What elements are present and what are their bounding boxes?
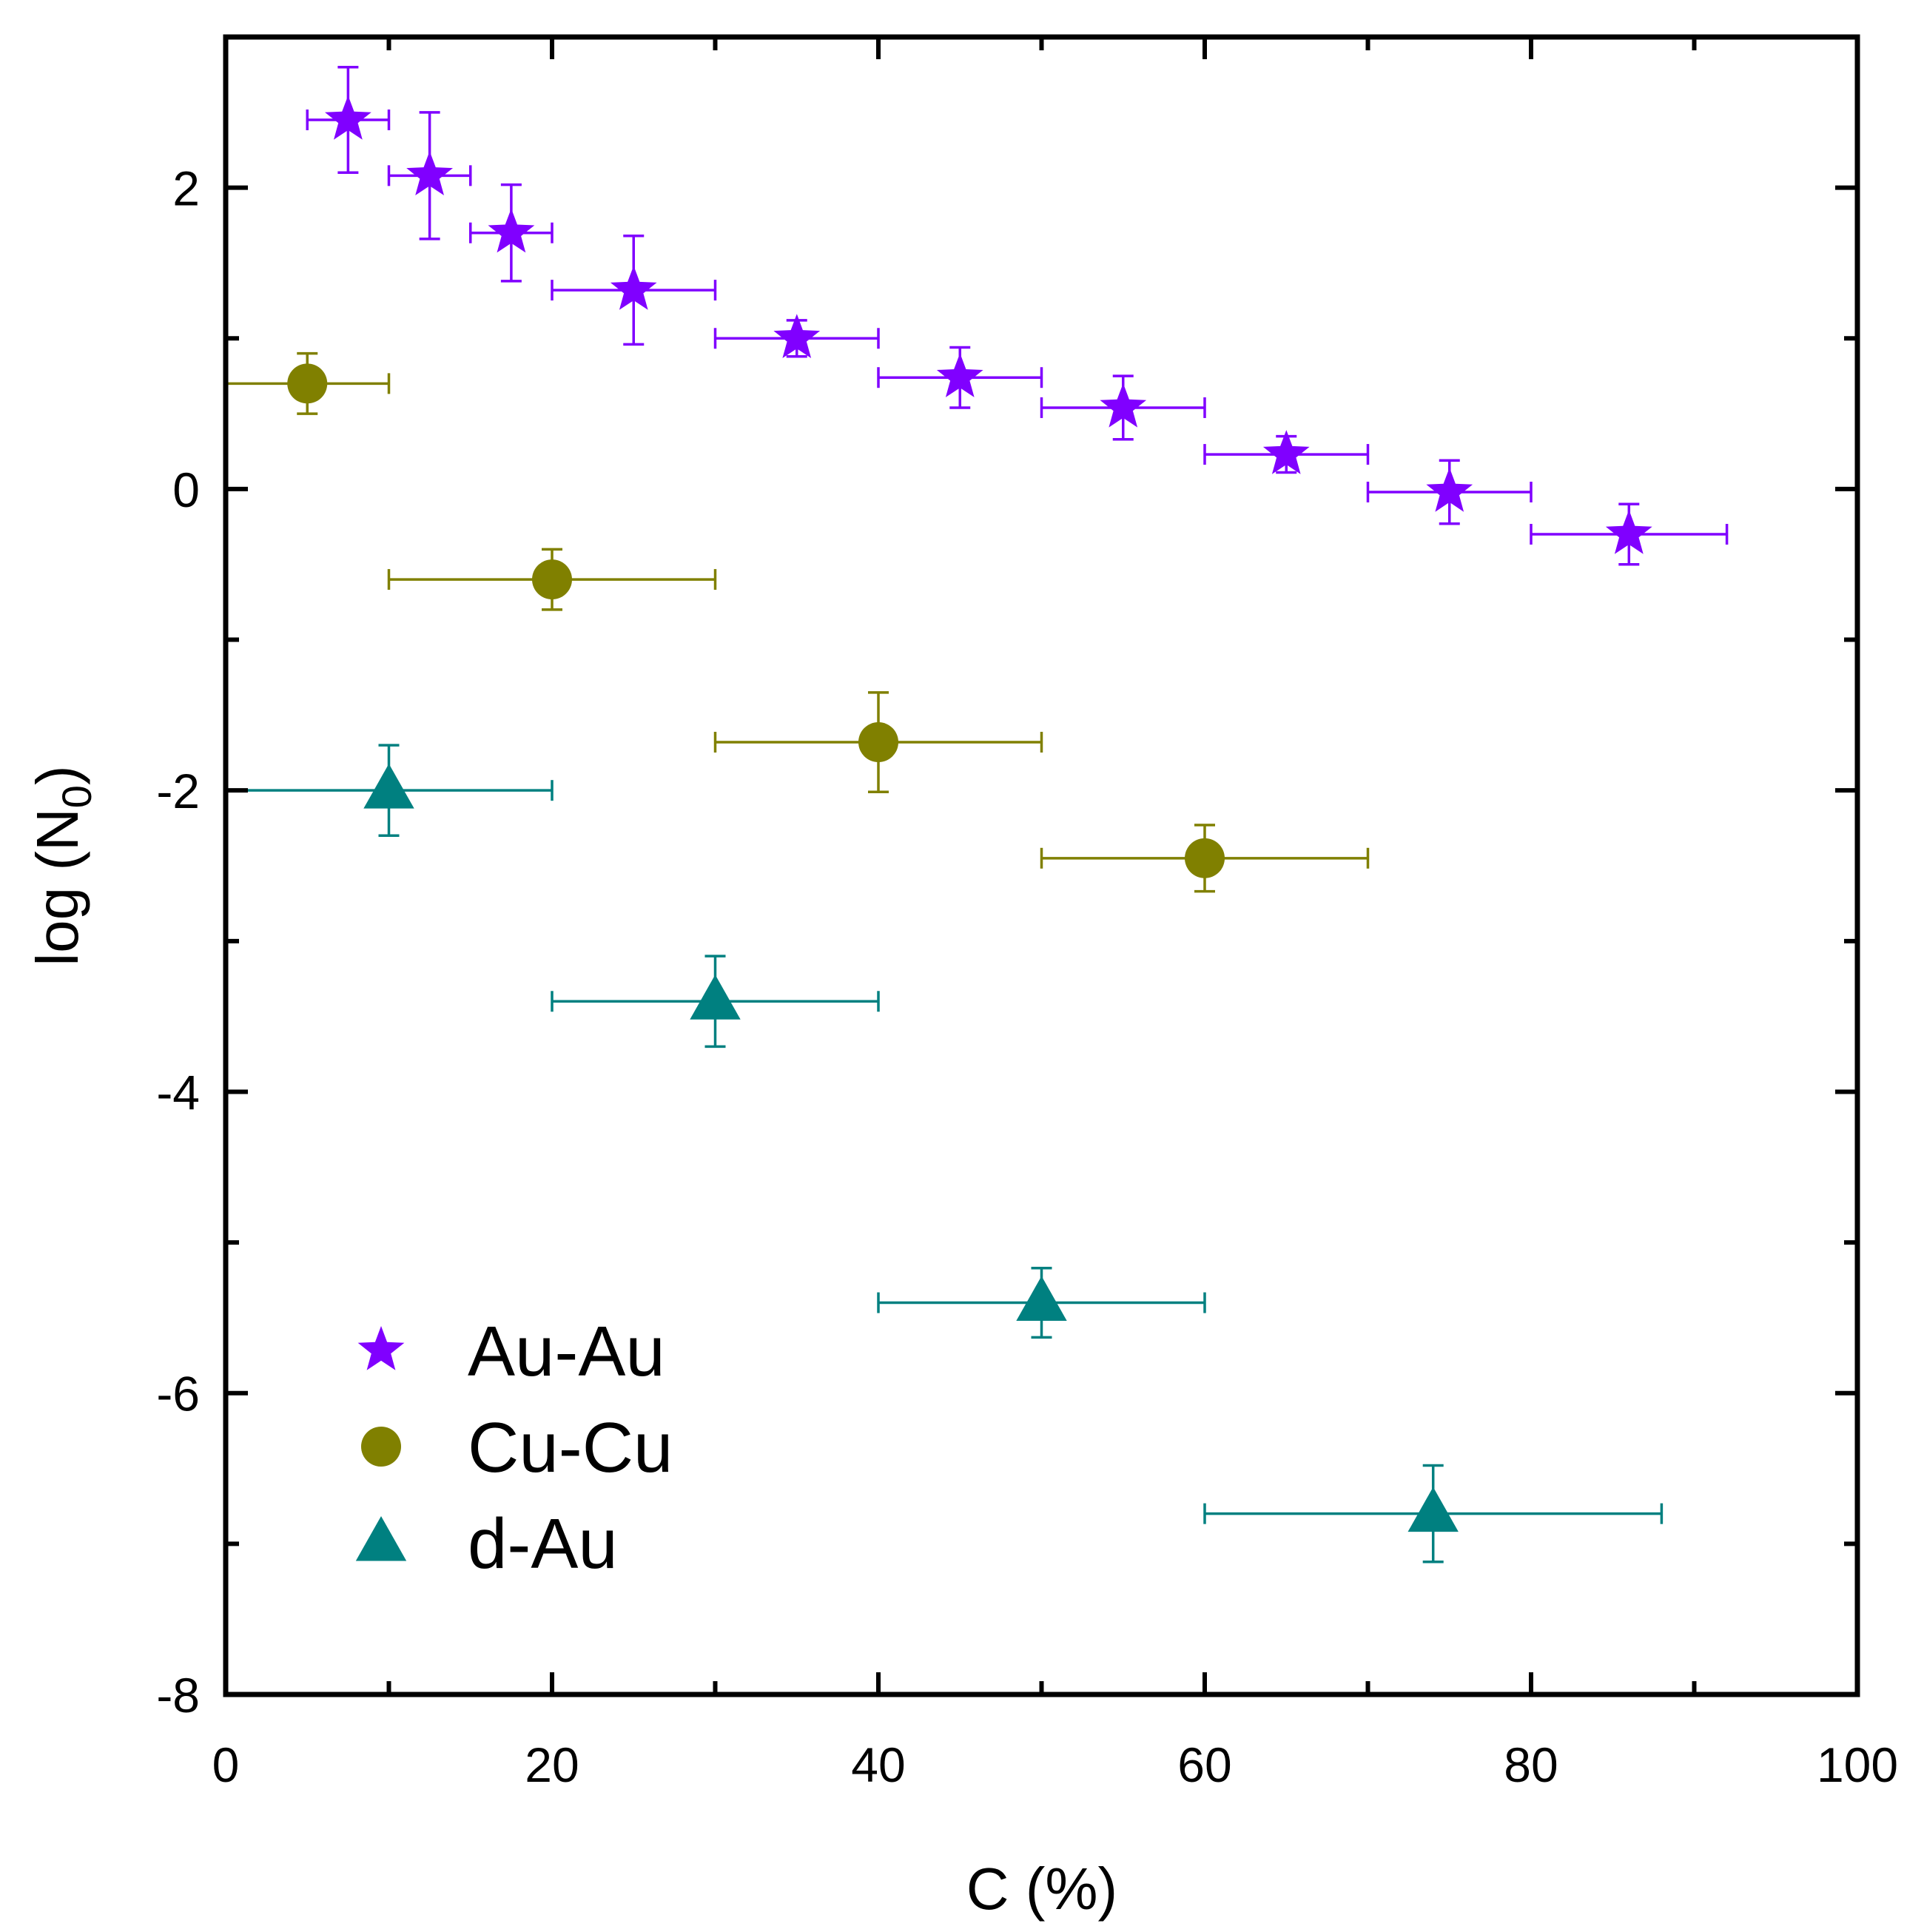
y-tick-label: -2 [156,764,200,818]
y-tick-label: -8 [156,1668,200,1723]
data-point-cu-cu [1185,838,1225,878]
plot-marks [224,65,1729,1564]
data-point-au-au [406,151,453,195]
data-point-d-au [363,764,414,809]
legend-label-au-au: Au-Au [468,1312,665,1391]
y-axis-title-main: log (N [24,808,90,966]
y-tick-label: 2 [172,161,200,216]
x-tick-label: 20 [525,1737,579,1792]
data-point-au-au [610,266,657,310]
y-tick-label: -6 [156,1367,200,1421]
legend-item-cu-cu: Cu-Cu [361,1408,673,1487]
legend-item-d-au: d-Au [355,1504,618,1583]
legend-label-d-au: d-Au [468,1504,618,1583]
series-au-au [306,65,1729,566]
y-axis-title: log (N0) [24,765,100,966]
x-tick-label: 0 [212,1737,240,1792]
y-tick-label: 0 [172,462,200,517]
data-point-au-au [1100,383,1147,428]
axis-ticks [223,37,1860,1697]
x-tick-label: 40 [851,1737,905,1792]
data-point-au-au [1262,430,1310,474]
x-tick-label: 80 [1504,1737,1558,1792]
y-axis-title-close: ) [24,765,90,785]
data-point-cu-cu [287,363,328,404]
x-tick-label: 100 [1817,1737,1898,1792]
legend-item-au-au: Au-Au [357,1312,665,1391]
legend-label-cu-cu: Cu-Cu [468,1408,673,1487]
data-point-d-au [1407,1487,1459,1532]
data-point-cu-cu [858,722,898,763]
data-point-au-au [1605,510,1652,554]
series-d-au [224,744,1664,1564]
data-point-au-au [325,95,371,140]
data-point-cu-cu [532,559,572,600]
legend: Au-Au Cu-Cu d-Au [355,1312,673,1583]
data-point-d-au [690,975,741,1020]
series-cu-cu [224,351,1370,893]
data-point-au-au [936,353,983,397]
y-tick-label: -4 [156,1065,200,1120]
data-point-au-au [1426,468,1473,512]
x-tick-label: 60 [1177,1737,1231,1792]
legend-marker-cu-cu [361,1427,401,1467]
legend-marker-d-au [355,1516,407,1561]
legend-marker-au-au [357,1326,405,1370]
x-axis-title: C (%) [966,1856,1117,1922]
y-axis-title-subscript: 0 [53,785,100,808]
axis-tick-labels: 0 20 40 60 80 100 -8 -6 -4 -2 0 2 [156,161,1898,1792]
data-point-d-au [1016,1276,1067,1322]
data-point-au-au [488,208,535,253]
data-point-au-au [773,314,821,358]
